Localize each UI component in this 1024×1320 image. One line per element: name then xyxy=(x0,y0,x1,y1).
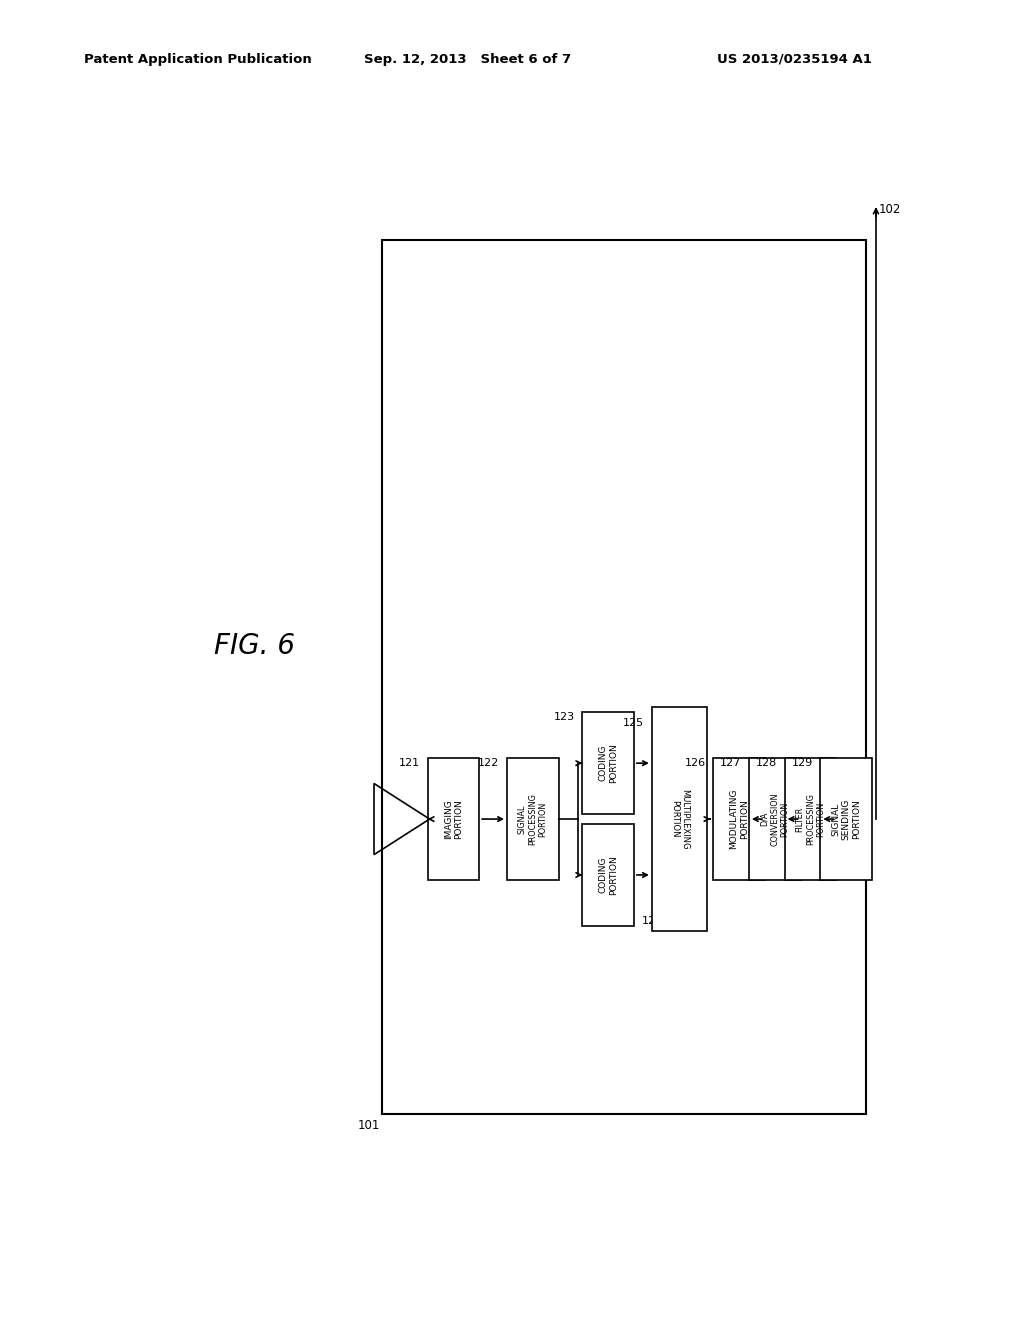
Bar xyxy=(749,758,801,880)
Text: CODING
PORTION: CODING PORTION xyxy=(598,855,617,895)
Bar xyxy=(583,713,634,814)
Text: 102: 102 xyxy=(879,203,901,215)
Text: 127: 127 xyxy=(720,758,741,768)
Text: 126: 126 xyxy=(685,758,706,768)
Bar xyxy=(428,758,479,880)
Text: 101: 101 xyxy=(357,1119,380,1131)
Text: 122: 122 xyxy=(478,758,500,768)
Bar xyxy=(507,758,558,880)
Bar xyxy=(714,758,765,880)
Bar xyxy=(820,758,872,880)
Text: 123: 123 xyxy=(554,713,574,722)
Bar xyxy=(784,758,837,880)
Text: D/A
CONVERSION
PORTION: D/A CONVERSION PORTION xyxy=(760,792,790,846)
Text: 129: 129 xyxy=(792,758,813,768)
Bar xyxy=(583,824,634,925)
Text: Sep. 12, 2013   Sheet 6 of 7: Sep. 12, 2013 Sheet 6 of 7 xyxy=(364,53,570,66)
Text: MULTIPLEXING
PORTION: MULTIPLEXING PORTION xyxy=(670,789,689,849)
Text: 121: 121 xyxy=(399,758,420,768)
Text: 125: 125 xyxy=(623,718,644,727)
Text: FILTER
PROCESSING
PORTION: FILTER PROCESSING PORTION xyxy=(796,793,825,845)
Bar xyxy=(382,240,866,1114)
Text: MODULATING
PORTION: MODULATING PORTION xyxy=(729,789,749,849)
Text: 124: 124 xyxy=(641,916,663,925)
Text: US 2013/0235194 A1: US 2013/0235194 A1 xyxy=(717,53,871,66)
Text: FIG. 6: FIG. 6 xyxy=(214,632,296,660)
Bar xyxy=(652,708,708,931)
Text: CODING
PORTION: CODING PORTION xyxy=(598,743,617,783)
Text: SIGNAL
PROCESSING
PORTION: SIGNAL PROCESSING PORTION xyxy=(518,793,548,845)
Text: 128: 128 xyxy=(756,758,777,768)
Text: SIGNAL
SENDING
PORTION: SIGNAL SENDING PORTION xyxy=(831,799,861,840)
Text: IMAGING
PORTION: IMAGING PORTION xyxy=(443,799,463,840)
Text: Patent Application Publication: Patent Application Publication xyxy=(84,53,311,66)
